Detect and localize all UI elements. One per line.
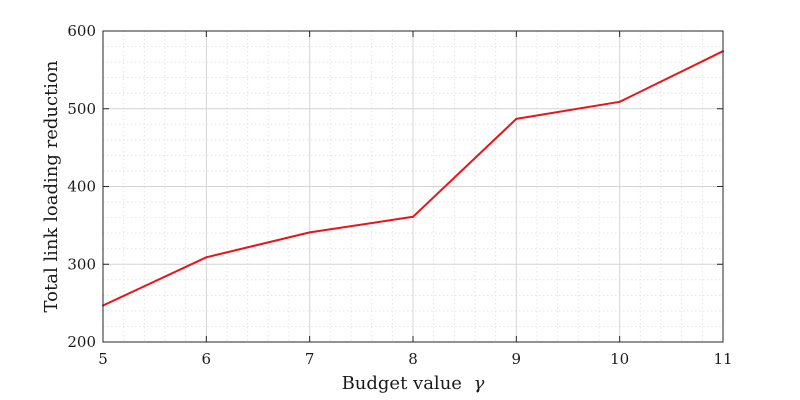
x-tick-label: 10 bbox=[610, 350, 629, 368]
data-point bbox=[412, 215, 414, 218]
x-tick-label: 8 bbox=[408, 350, 418, 368]
x-axis-label-text: Budget value bbox=[342, 373, 462, 394]
x-tick-label: 5 bbox=[98, 350, 108, 368]
data-point bbox=[308, 231, 311, 234]
x-tick-label: 6 bbox=[202, 350, 212, 368]
x-axis-label-symbol: γ bbox=[474, 373, 485, 394]
x-axis-ticks: 5 6 7 8 9 10 11 bbox=[98, 31, 733, 368]
y-tick-label: 400 bbox=[67, 178, 96, 196]
y-tick-label: 200 bbox=[67, 333, 96, 351]
y-tick-label: 300 bbox=[67, 255, 96, 273]
x-tick-label: 9 bbox=[512, 350, 522, 368]
data-point bbox=[515, 117, 518, 120]
x-axis-label: Budget value γ bbox=[342, 373, 485, 394]
x-tick-label: 7 bbox=[305, 350, 315, 368]
data-point bbox=[618, 100, 621, 103]
y-axis-ticks: 200 300 400 500 600 bbox=[67, 22, 723, 351]
x-tick-label: 11 bbox=[713, 350, 732, 368]
y-axis-label: Total link loading reduction bbox=[41, 60, 62, 312]
y-tick-label: 500 bbox=[67, 100, 96, 118]
y-tick-label: 600 bbox=[67, 22, 96, 40]
data-point bbox=[205, 256, 208, 259]
